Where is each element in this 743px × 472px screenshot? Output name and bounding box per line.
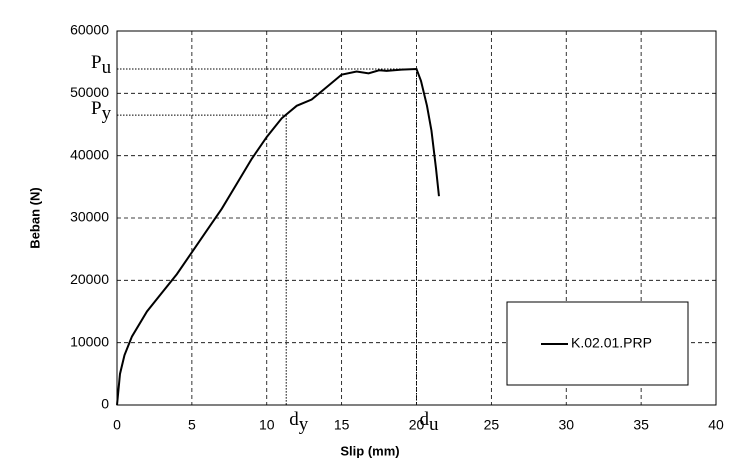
x-tick-label: 40 <box>708 417 724 433</box>
y-guide-label: Py <box>91 99 112 125</box>
label-subscript: u <box>102 57 112 78</box>
x-tick-label: 25 <box>484 417 500 433</box>
y-tick-label: 20000 <box>70 271 109 287</box>
label-subscript: y <box>102 104 112 125</box>
label-subscript: u <box>429 414 439 435</box>
y-tick-label: 30000 <box>70 209 109 225</box>
x-guide-label: dy <box>289 409 309 435</box>
x-tick-label: 10 <box>259 417 275 433</box>
plot-frame <box>116 30 717 406</box>
y-tick-label: 60000 <box>70 22 109 38</box>
y-guide-label: Pu <box>91 52 112 78</box>
x-tick-label: 0 <box>113 417 121 433</box>
x-tick-label: 30 <box>558 417 574 433</box>
x-tick-label: 20 <box>409 417 425 433</box>
x-tick-label: 15 <box>334 417 350 433</box>
legend-label: K.02.01.PRP <box>571 335 652 351</box>
x-guide-label: du <box>420 409 440 435</box>
y-axis-title: Beban (N) <box>27 187 42 248</box>
x-tick-label: 35 <box>633 417 649 433</box>
label-symbol: P <box>91 52 102 73</box>
y-tick-label: 10000 <box>70 333 109 349</box>
label-symbol: P <box>91 99 102 120</box>
y-tick-label: 0 <box>101 396 109 412</box>
legend-box <box>506 301 689 386</box>
y-tick-label: 50000 <box>70 84 109 100</box>
x-axis-title: Slip (mm) <box>340 443 399 458</box>
line-series <box>116 67 440 406</box>
y-tick-label: 40000 <box>70 146 109 162</box>
label-subscript: y <box>299 414 309 435</box>
label-symbol: d <box>289 409 299 430</box>
x-tick-label: 5 <box>188 417 196 433</box>
label-symbol: d <box>420 409 430 430</box>
